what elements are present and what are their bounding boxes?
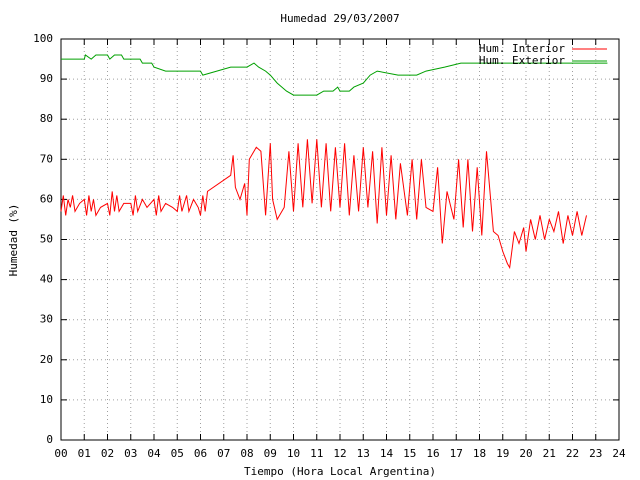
- x-tick-label: 02: [101, 447, 114, 460]
- x-tick-label: 15: [403, 447, 416, 460]
- y-axis-label: Humedad (%): [7, 204, 20, 277]
- x-tick-label: 08: [240, 447, 253, 460]
- y-tick-label: 50: [40, 233, 53, 246]
- x-tick-label: 13: [357, 447, 370, 460]
- series-line: [61, 54, 608, 96]
- x-tick-label: 12: [333, 447, 346, 460]
- x-tick-label: 17: [450, 447, 463, 460]
- x-tick-label: 09: [264, 447, 277, 460]
- plot-frame: [60, 38, 620, 441]
- y-tick-label: 80: [40, 112, 53, 125]
- x-tick-label: 20: [519, 447, 532, 460]
- y-tick-label: 20: [40, 353, 53, 366]
- x-tick-label: 06: [194, 447, 207, 460]
- y-tick-label: 0: [46, 433, 53, 446]
- x-tick-label: 00: [54, 447, 67, 460]
- y-tick-label: 10: [40, 393, 53, 406]
- x-tick-label: 22: [566, 447, 579, 460]
- y-tick-label: 30: [40, 313, 53, 326]
- y-tick-label: 90: [40, 72, 53, 85]
- x-tick-label: 16: [426, 447, 439, 460]
- legend-label: Hum. Exterior: [479, 54, 565, 67]
- x-tick-label: 18: [473, 447, 486, 460]
- x-tick-label: 01: [78, 447, 91, 460]
- x-tick-label: 19: [496, 447, 509, 460]
- x-tick-label: 14: [380, 447, 394, 460]
- x-tick-label: 03: [124, 447, 137, 460]
- y-tick-label: 70: [40, 152, 53, 165]
- y-tick-label: 100: [33, 32, 53, 45]
- chart-title: Humedad 29/03/2007: [280, 12, 399, 25]
- x-tick-label: 04: [147, 447, 161, 460]
- x-axis-label: Tiempo (Hora Local Argentina): [244, 465, 436, 478]
- x-tick-label: 07: [217, 447, 230, 460]
- x-tick-label: 05: [171, 447, 184, 460]
- x-tick-label: 23: [589, 447, 602, 460]
- x-tick-label: 11: [310, 447, 323, 460]
- x-tick-label: 21: [543, 447, 556, 460]
- y-tick-label: 40: [40, 273, 53, 286]
- legend-label: Hum. Interior: [479, 42, 565, 55]
- y-tick-label: 60: [40, 192, 53, 205]
- series-line: [60, 139, 587, 270]
- x-tick-label: 24: [612, 447, 626, 460]
- x-tick-label: 10: [287, 447, 300, 460]
